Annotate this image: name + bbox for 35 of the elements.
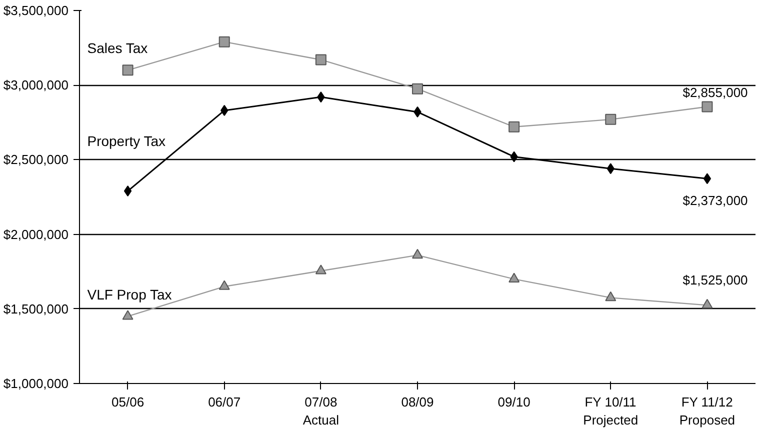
point [218, 36, 230, 48]
data-label: $1,525,000 [682, 272, 748, 288]
point [122, 310, 134, 320]
x-tick-label: 08/09 [401, 394, 434, 410]
point [412, 248, 423, 259]
point [703, 173, 712, 184]
x-tick-label: FY 10/11 Projected [583, 394, 638, 428]
y-tick-label: $2,000,000 [3, 226, 69, 242]
point [122, 64, 134, 76]
point [412, 83, 423, 94]
data-label: $2,855,000 [682, 85, 748, 100]
series-label: VLF Prop Tax [87, 286, 172, 302]
point [315, 264, 326, 274]
point [702, 298, 713, 309]
point [315, 54, 326, 66]
series-label: Property Tax [87, 133, 166, 150]
data-label: $2,373,000 [682, 193, 748, 208]
point [702, 101, 713, 112]
y-tick-label: $2,500,000 [3, 152, 69, 168]
x-tick-label: 09/10 [498, 394, 530, 410]
y-tick-label: $3,500,000 [3, 3, 69, 18]
point [218, 280, 230, 290]
x-tick-label: 06/07 [208, 394, 241, 410]
series-label: Sales Tax [87, 40, 148, 56]
x-tick-label: 07/08 Actual [302, 394, 340, 428]
point [508, 272, 520, 282]
point [124, 186, 132, 197]
y-tick-label: $3,000,000 [3, 78, 69, 93]
x-tick-label: FY 11/12 Proposed [679, 394, 736, 428]
point [508, 121, 520, 132]
point [605, 291, 616, 302]
y-tick-label: $1,000,000 [3, 376, 69, 391]
point [605, 114, 616, 125]
y-tick-label: $1,500,000 [3, 301, 69, 316]
x-tick-label: 05/06 [112, 394, 144, 410]
